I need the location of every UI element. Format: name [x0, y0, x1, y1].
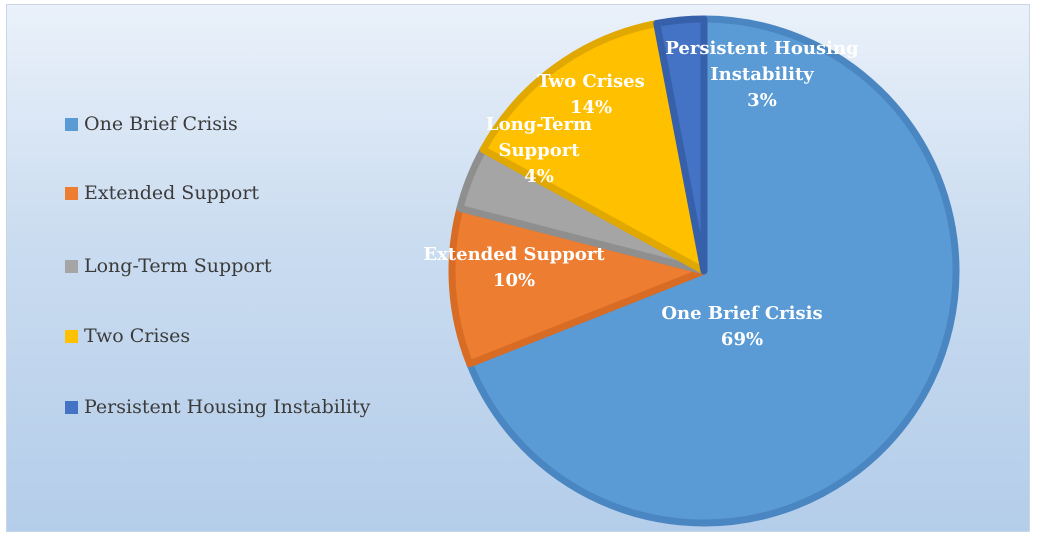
legend-item-extended-support: Extended Support [65, 182, 259, 204]
legend-item-one-brief-crisis: One Brief Crisis [65, 113, 238, 135]
legend-label: Persistent Housing Instability [84, 396, 371, 418]
legend-swatch [65, 400, 78, 414]
data-label-line: Instability [710, 64, 814, 85]
data-label-two-crises: Two Crises 14% [537, 71, 645, 118]
data-label-extended-support: Extended Support 10% [423, 244, 605, 291]
legend-label: Two Crises [84, 325, 191, 347]
legend-item-two-crises: Two Crises [65, 325, 190, 347]
legend-label: One Brief Crisis [84, 113, 238, 135]
data-label-line: Persistent Housing [665, 38, 859, 59]
pie-slice-extended-support [448, 204, 708, 368]
pie-slice-one-brief-crisis [466, 15, 960, 527]
data-label-line: Two Crises [537, 71, 645, 92]
legend-label: Extended Support [84, 182, 260, 204]
legend-swatch [65, 186, 78, 200]
data-label-persistent-housing-instability: Persistent Housing Instability 3% [665, 38, 859, 111]
pie-slices [448, 15, 960, 527]
data-label-line: Support [498, 140, 580, 161]
pie-labels: One Brief Crisis 69% Extended Support 10% Lo… [423, 38, 859, 350]
legend-swatch [65, 329, 78, 343]
legend: One Brief Crisis Extended Support Long-T… [65, 5, 425, 531]
data-label-one-brief-crisis: One Brief Crisis 69% [661, 303, 822, 350]
legend-swatch [65, 259, 78, 273]
data-label-line: 14% [570, 97, 612, 118]
legend-item-long-term-support: Long-Term Support [65, 255, 272, 277]
data-label-line: 3% [747, 90, 777, 111]
pie-slice-two-crises [479, 19, 708, 275]
data-label-line: Long-Term [486, 114, 592, 135]
data-label-line: 69% [721, 329, 763, 350]
chart-area: One Brief Crisis Extended Support Long-T… [6, 4, 1030, 532]
data-label-line: 4% [524, 166, 554, 187]
data-label-line: One Brief Crisis [661, 303, 822, 324]
legend-label: Long-Term Support [84, 255, 272, 277]
pie-chart: One Brief Crisis 69% Extended Support 10% Lo… [423, 15, 960, 527]
legend-swatch [65, 117, 78, 131]
data-label-line: Extended Support [423, 244, 605, 265]
pie-slice-persistent-housing-instability [653, 15, 708, 275]
data-label-line: 10% [493, 270, 535, 291]
legend-item-persistent-housing-instability: Persistent Housing Instability [65, 396, 370, 418]
data-label-long-term-support: Long-Term Support 4% [486, 114, 592, 187]
